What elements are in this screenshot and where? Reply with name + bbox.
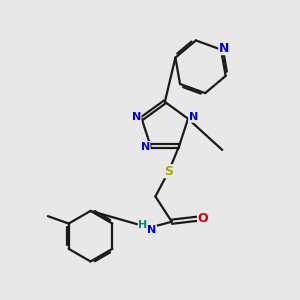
Text: N: N (189, 112, 198, 122)
Text: H: H (138, 220, 148, 230)
Text: N: N (219, 42, 229, 55)
Text: N: N (132, 112, 141, 122)
Text: N: N (147, 225, 157, 235)
Text: S: S (164, 165, 173, 178)
Text: N: N (141, 142, 150, 152)
Text: O: O (198, 212, 208, 225)
